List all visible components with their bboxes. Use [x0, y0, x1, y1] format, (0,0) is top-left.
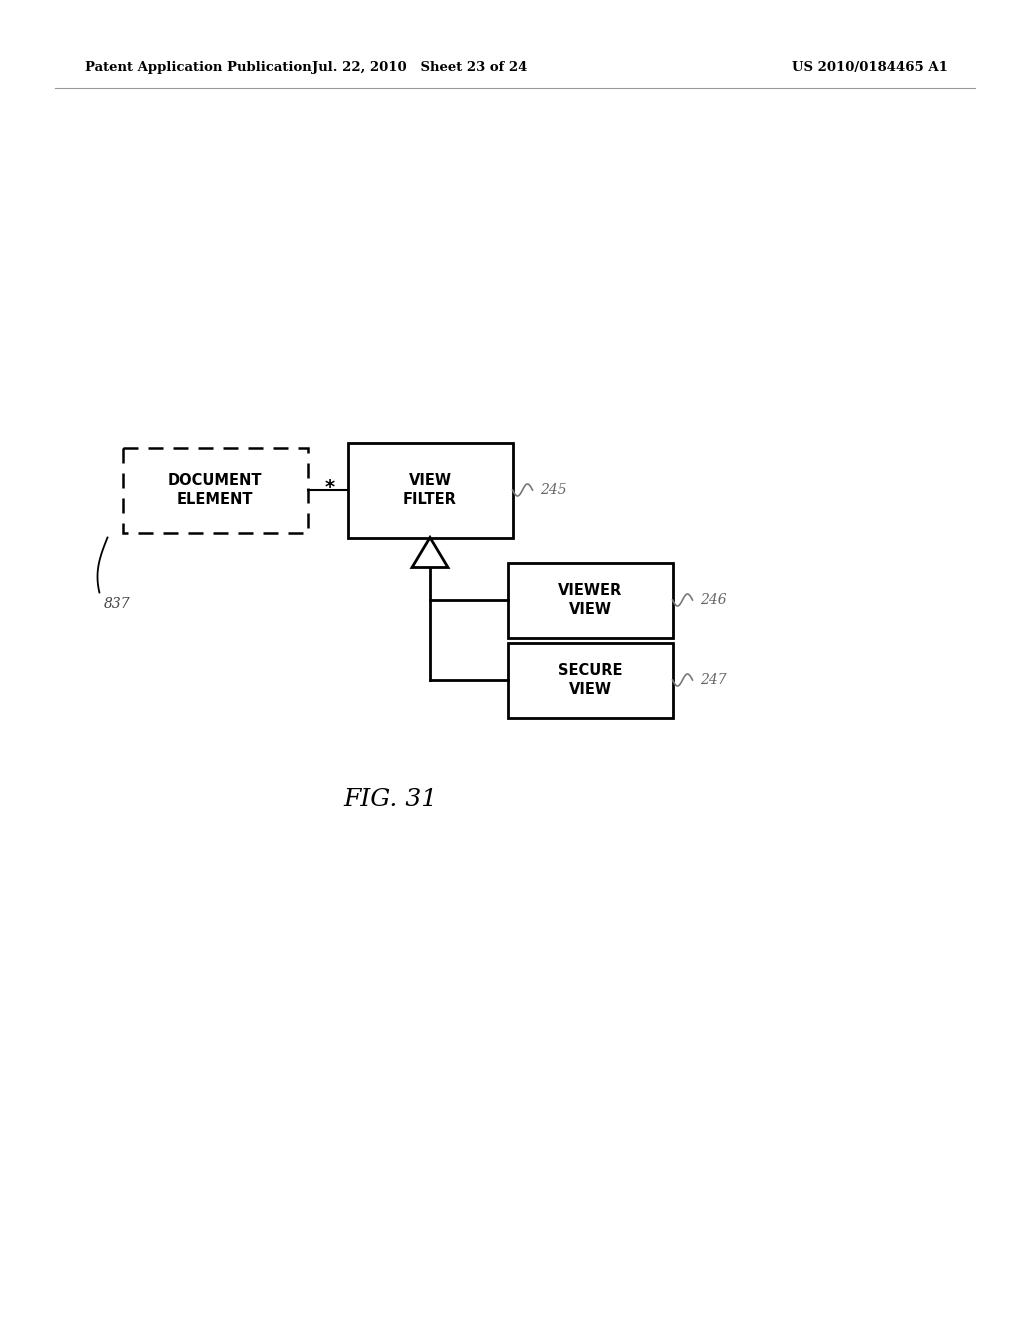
Text: 246: 246	[700, 593, 727, 607]
Text: VIEW
FILTER: VIEW FILTER	[403, 473, 457, 507]
Text: Patent Application Publication: Patent Application Publication	[85, 62, 311, 74]
Text: 837: 837	[104, 598, 131, 611]
Bar	[123, 447, 307, 532]
Text: DOCUMENT
ELEMENT: DOCUMENT ELEMENT	[168, 473, 262, 507]
Text: SECURE
VIEW: SECURE VIEW	[558, 663, 623, 697]
Text: *: *	[325, 478, 335, 496]
Text: US 2010/0184465 A1: US 2010/0184465 A1	[792, 62, 948, 74]
Text: VIEWER
VIEW: VIEWER VIEW	[558, 582, 623, 618]
Text: FIG. 31: FIG. 31	[343, 788, 437, 812]
Polygon shape	[412, 537, 449, 568]
Bar	[508, 562, 673, 638]
Text: Jul. 22, 2010   Sheet 23 of 24: Jul. 22, 2010 Sheet 23 of 24	[312, 62, 527, 74]
Bar	[508, 643, 673, 718]
Bar	[347, 442, 512, 537]
Text: 247: 247	[700, 673, 727, 686]
Text: 245: 245	[541, 483, 567, 498]
